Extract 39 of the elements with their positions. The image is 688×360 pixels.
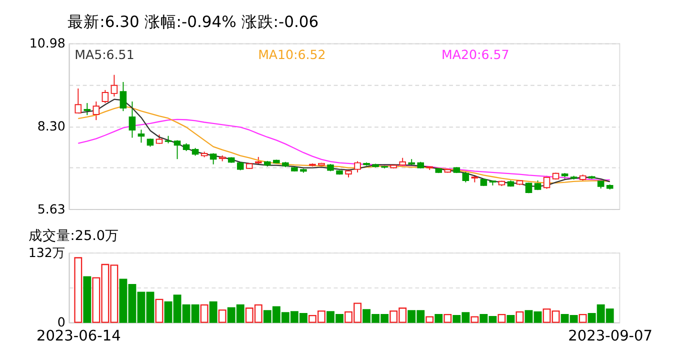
chart-title: 成交量:25.0万 xyxy=(28,228,120,244)
candlestick xyxy=(156,134,163,144)
y-tick-label: 5.63 xyxy=(37,201,66,216)
candlestick xyxy=(210,152,217,165)
candlestick xyxy=(92,101,100,121)
text: MA5:6.51 xyxy=(74,46,134,62)
bar xyxy=(516,311,524,323)
candlestick xyxy=(174,140,181,160)
text: MA20:6.57 xyxy=(442,46,510,62)
bar xyxy=(209,301,218,323)
candlestick xyxy=(110,74,118,98)
candlestick xyxy=(74,88,82,114)
bar xyxy=(155,298,164,323)
y-tick-label: 10.98 xyxy=(29,36,66,51)
candlestick xyxy=(138,129,145,144)
bar xyxy=(506,314,515,323)
x-tick-label: 2023-09-07 xyxy=(568,328,653,344)
text: MA10:6.52 xyxy=(258,46,326,62)
y-tick-label: 8.30 xyxy=(37,118,66,134)
y-tick-label: 0 xyxy=(57,314,66,330)
bar xyxy=(74,257,82,323)
candlestick xyxy=(128,101,136,138)
bar xyxy=(498,314,506,323)
bar xyxy=(434,314,443,323)
bar xyxy=(578,314,587,323)
candlestick xyxy=(84,102,91,116)
bar xyxy=(426,316,434,323)
bar xyxy=(444,314,452,323)
candlestick xyxy=(120,81,127,112)
bar xyxy=(200,304,208,323)
y-tick-label: 132万 xyxy=(28,244,66,260)
bar xyxy=(218,309,226,323)
candlestick xyxy=(543,175,550,190)
bar xyxy=(470,316,479,323)
candlestick xyxy=(354,160,361,173)
x-tick-label: 2023-06-14 xyxy=(36,328,121,344)
candlestick xyxy=(102,90,109,104)
bar xyxy=(83,276,92,323)
chart-title: 最新:6.30 涨幅:-0.94% 涨跌:-0.06 xyxy=(68,12,319,31)
